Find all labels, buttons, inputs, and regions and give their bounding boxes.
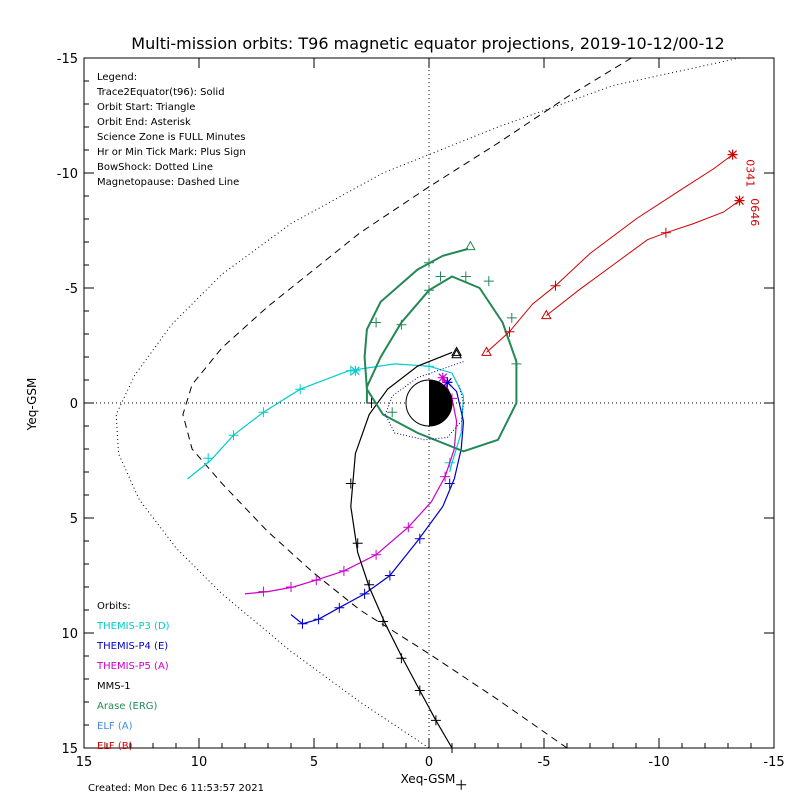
y-tick-label: -10 [57, 167, 78, 182]
orbit-tick-mark [378, 616, 388, 627]
orbit-start-marker [451, 346, 462, 356]
elf-end-marker [734, 195, 745, 206]
chart-title: Multi-mission orbits: T96 magnetic equat… [131, 34, 724, 53]
orbit-tick-mark [359, 588, 370, 599]
orbit-tick-mark [311, 575, 322, 586]
orbit-tick-mark [334, 602, 345, 613]
y-tick-label: 0 [70, 397, 78, 412]
orbit-tick-mark [286, 582, 296, 592]
legend-line: Orbit End: Asterisk [97, 117, 191, 128]
elf-tick-mark [504, 326, 515, 337]
orbit-tick-mark [297, 618, 308, 629]
orbit-tick-mark [387, 407, 398, 418]
orbit-tick-mark [506, 312, 517, 323]
orbit-tick-mark [444, 478, 455, 489]
orbit-tick-mark [403, 522, 414, 533]
x-tick-label: 15 [76, 755, 93, 770]
orbit-tick-mark [396, 653, 407, 664]
elf-tick-mark [550, 280, 561, 291]
orbit-legend-item: THEMIS-P3 (D) [96, 621, 170, 632]
orbit-legend-item: ELF (A) [97, 721, 133, 732]
orbit-tick-mark [460, 271, 471, 282]
orbit-tick-mark [338, 565, 349, 576]
earth-night-side [429, 380, 452, 426]
probe-time-label: 0341 [743, 159, 756, 187]
elf-tick-mark [660, 227, 671, 238]
legend-line: Orbit Start: Triangle [97, 102, 195, 113]
x-tick-label: 10 [191, 755, 208, 770]
earth-icon [405, 379, 453, 427]
orbit-legend-item: MMS-1 [97, 681, 131, 692]
orbit-tick-mark [424, 257, 434, 268]
orbit-tick-mark [430, 715, 441, 726]
orbit-legend: Orbits: THEMIS-P3 (D) THEMIS-P4 (E) THEMIS-… [96, 601, 170, 752]
orbit-legend-item: ELF (B) [97, 741, 133, 752]
legend-line: BowShock: Dotted Line [97, 162, 213, 173]
orbit-legend-item: Arase (ERG) [97, 701, 158, 712]
orbit-tick-mark [352, 538, 363, 549]
orbit-tick-mark [371, 317, 382, 328]
x-tick-label: -15 [763, 755, 784, 770]
orbit-tick-mark [203, 453, 214, 464]
legend-line: Science Zone is FULL Minutes [97, 132, 246, 143]
created-stamp: Created: Mon Dec 6 11:53:57 2021 [88, 783, 264, 794]
y-tick-label: -15 [57, 52, 78, 67]
x-tick-label: 0 [425, 755, 433, 770]
magnetopause-line [182, 57, 632, 749]
legend-line: Hr or Min Tick Mark: Plus Sign [97, 147, 246, 158]
orbit-end-marker [437, 372, 448, 383]
orbit-tick-mark [258, 586, 269, 597]
orbit-tick-mark [295, 384, 306, 395]
orbit-tick-mark [258, 407, 269, 418]
orbit-legend-item: THEMIS-P4 (E) [96, 641, 168, 652]
y-tick-label: 5 [70, 512, 78, 527]
orbit-line-4 [363, 247, 518, 453]
elf-end-marker [727, 149, 738, 160]
x-axis-label: Xeq-GSM [401, 772, 456, 786]
orbits-header: Orbits: [97, 601, 131, 612]
y-tick-label: 15 [61, 742, 78, 757]
legend-line: Trace2Equator(t96): Solid [96, 87, 225, 98]
orbit-tick-mark [228, 430, 239, 441]
mms-inner-orbit-line [384, 361, 465, 441]
orbit-tick-mark [483, 276, 494, 287]
orbit-tick-mark [424, 285, 434, 296]
probe-time-label: 0646 [748, 198, 761, 226]
orbit-tick-mark [511, 358, 522, 369]
orbit-end-marker [350, 365, 361, 376]
y-tick-label: -5 [65, 282, 78, 297]
orbit-start-marker [465, 240, 476, 251]
orbit-tick-mark [447, 743, 457, 753]
x-tick-label: 5 [310, 755, 318, 770]
orbit-legend-item: THEMIS-P5 (A) [96, 661, 169, 672]
orbit-tick-mark [435, 271, 446, 282]
legend-line: Legend: [97, 72, 137, 83]
orbit-tick-mark [414, 685, 425, 696]
elf-start-marker [540, 309, 552, 320]
orbit-tick-mark [456, 779, 467, 790]
legend-line: Magnetopause: Dashed Line [97, 177, 239, 188]
y-axis-label: Yeq-GSM [25, 378, 39, 432]
orbit-tick-mark [364, 579, 375, 590]
orbit-tick-mark [414, 533, 425, 544]
boundaries [115, 57, 740, 749]
mms-start-marker [451, 348, 462, 359]
x-tick-label: -10 [648, 755, 669, 770]
x-tick-label: -5 [538, 755, 551, 770]
orbit-tick-mark [424, 361, 434, 372]
elf-track-1 [545, 200, 740, 316]
orbit-tick-mark [313, 614, 324, 625]
orbits: 0341 0646 [187, 149, 761, 790]
orbit-tick-mark [440, 471, 451, 482]
legend: Legend: Trace2Equator(t96): Solid Orbit St… [96, 72, 246, 188]
orbit-tick-mark [345, 478, 356, 489]
elf-start-marker [481, 346, 492, 356]
y-tick-label: 10 [61, 627, 78, 642]
orbit-tick-mark [396, 319, 407, 330]
elf-track-0 [486, 154, 733, 353]
orbit-tick-mark [371, 549, 382, 560]
orbit-tick-mark [384, 570, 395, 581]
